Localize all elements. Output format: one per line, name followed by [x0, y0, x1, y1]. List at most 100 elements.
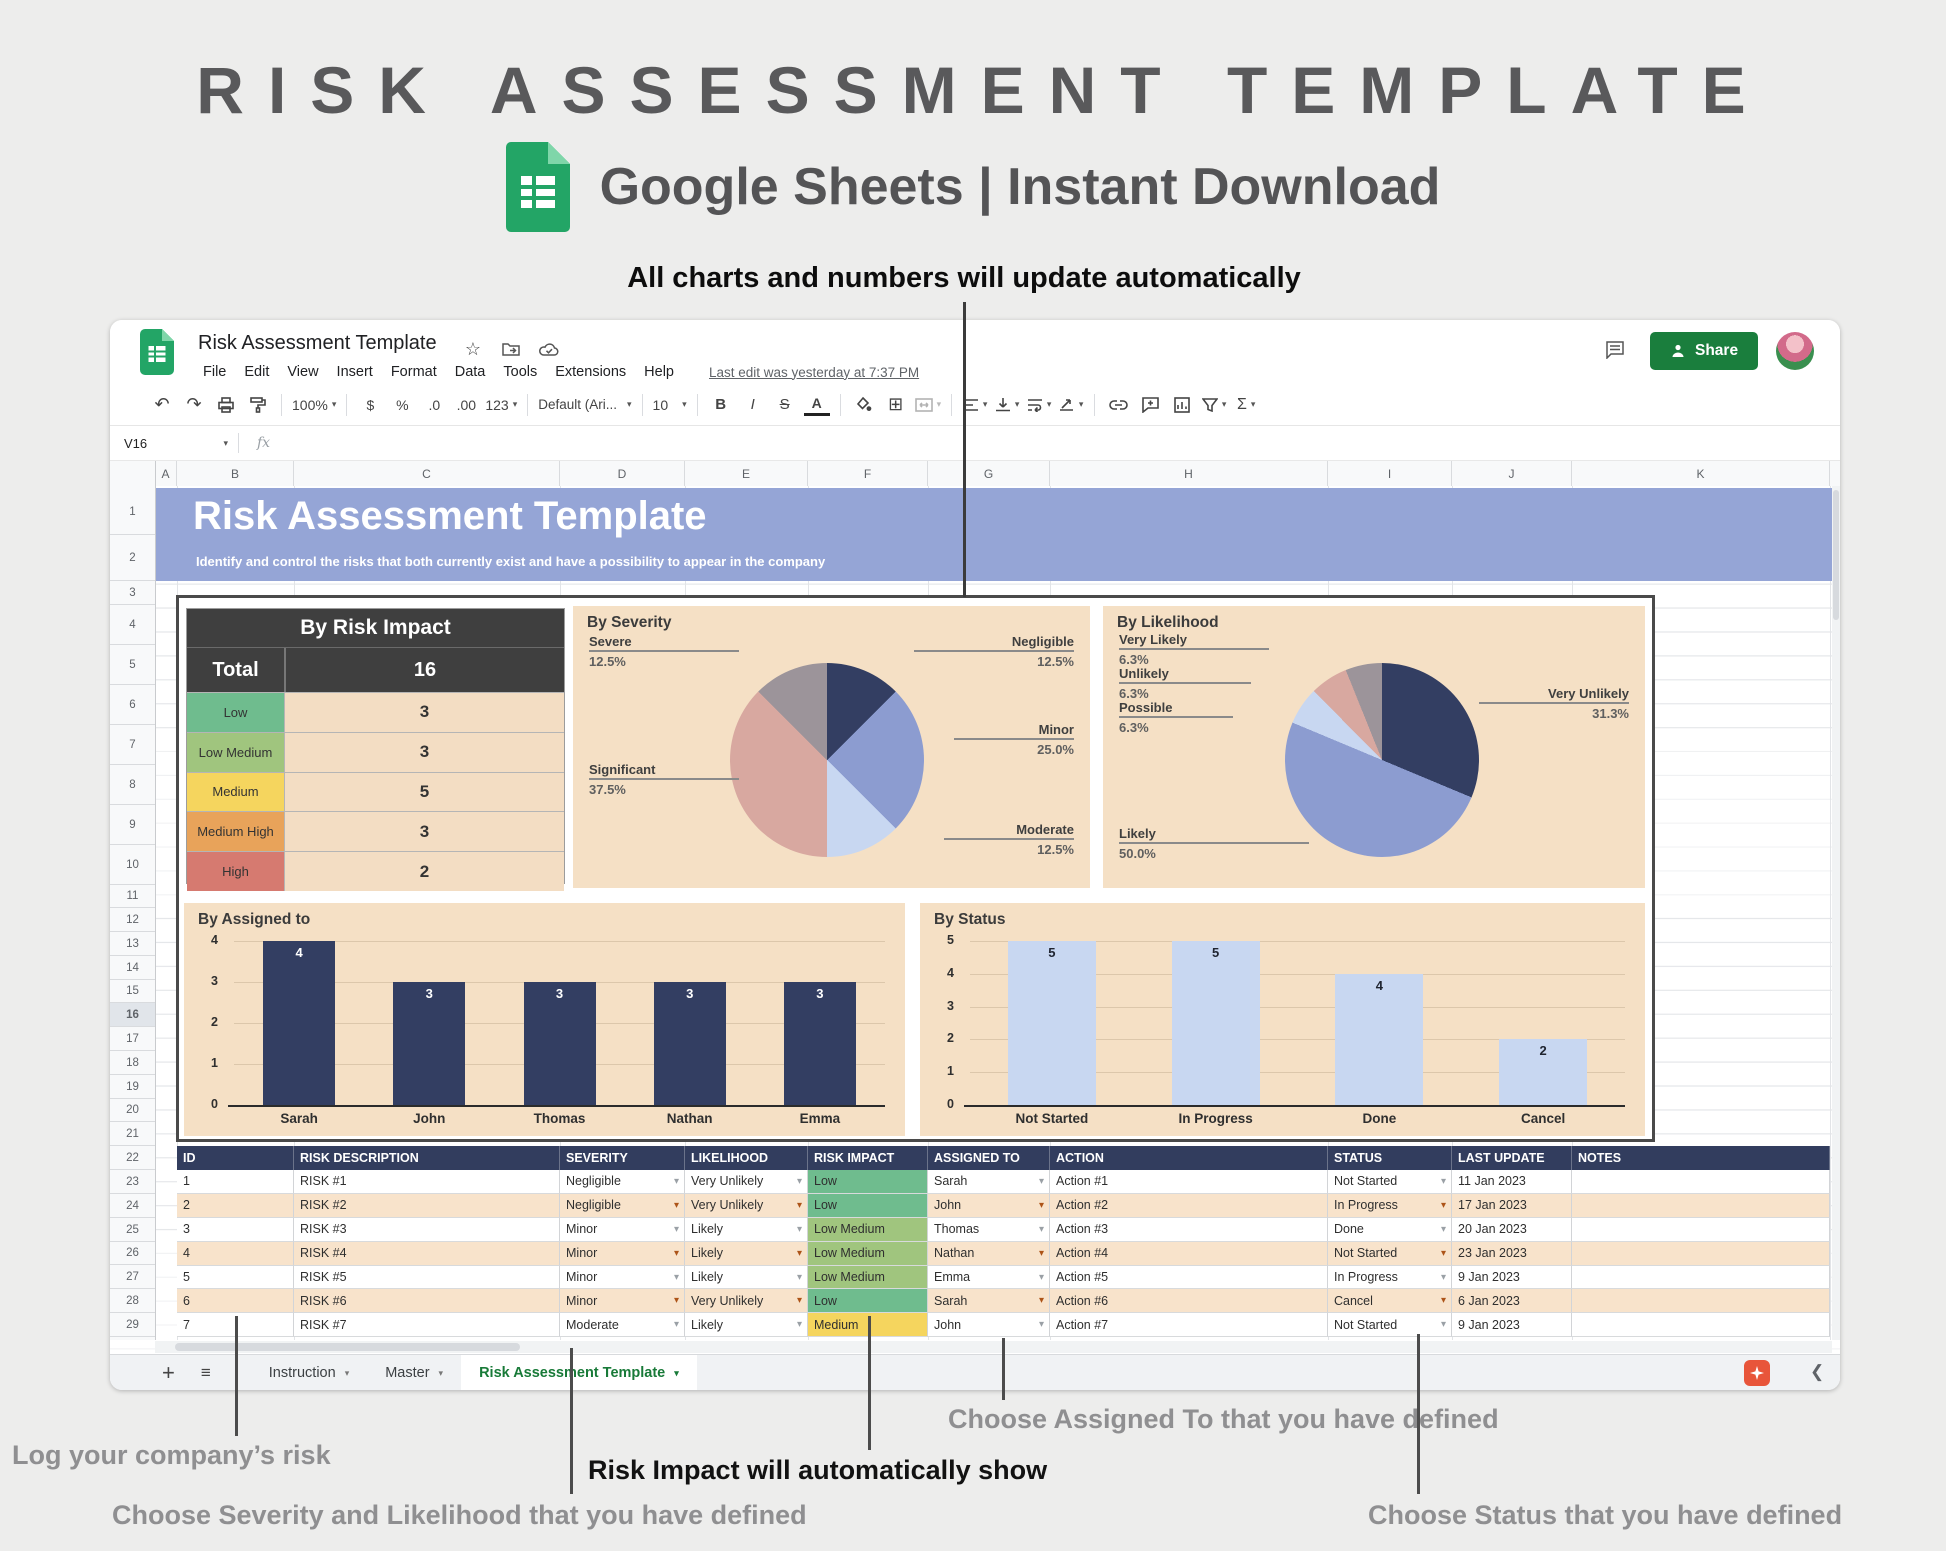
- vertical-align-icon[interactable]: ▾: [994, 391, 1020, 419]
- column-header[interactable]: G: [928, 461, 1050, 487]
- risk-table-header-cell[interactable]: LAST UPDATE: [1452, 1146, 1572, 1170]
- chevron-down-icon[interactable]: ▾: [673, 1319, 679, 1331]
- cell-action[interactable]: Action #4: [1050, 1241, 1328, 1266]
- text-wrap-icon[interactable]: ▾: [1026, 391, 1052, 419]
- paint-format-icon[interactable]: [245, 391, 271, 419]
- row-header[interactable]: 9: [110, 805, 155, 845]
- cell-description[interactable]: RISK #4: [294, 1241, 560, 1266]
- fill-color-icon[interactable]: [851, 391, 877, 419]
- chevron-down-icon[interactable]: ▾: [673, 1295, 679, 1307]
- column-header[interactable]: K: [1572, 461, 1830, 487]
- chevron-down-icon[interactable]: ▾: [796, 1247, 802, 1259]
- cell-status-dropdown[interactable]: Cancel ▾: [1328, 1289, 1452, 1314]
- cell-likelihood-dropdown[interactable]: Very Unlikely ▾: [685, 1170, 808, 1194]
- chevron-down-icon[interactable]: ▾: [796, 1295, 802, 1307]
- risk-table-header-cell[interactable]: RISK DESCRIPTION: [294, 1146, 560, 1170]
- cell-risk-impact[interactable]: Low: [808, 1170, 928, 1194]
- collapse-panel-chevron[interactable]: ❮: [1810, 1362, 1825, 1381]
- menu-item[interactable]: Edit: [244, 364, 270, 380]
- cell-last-update[interactable]: 23 Jan 2023: [1452, 1241, 1572, 1266]
- chevron-down-icon[interactable]: ▾: [1038, 1247, 1044, 1259]
- cell-description[interactable]: RISK #5: [294, 1265, 560, 1290]
- cell-likelihood-dropdown[interactable]: Likely ▾: [685, 1217, 808, 1242]
- risk-table-header-cell[interactable]: ASSIGNED TO: [928, 1146, 1050, 1170]
- spreadsheet-grid[interactable]: 1 2 3 4 5 6 7 8 9 10 11 12 13 14 15 16 17 18 19 20 21 22 23 24 2…: [110, 486, 1840, 1354]
- cell-notes[interactable]: [1572, 1193, 1830, 1218]
- star-icon[interactable]: ☆: [464, 338, 482, 359]
- bold-button[interactable]: B: [715, 396, 727, 413]
- cell-severity-dropdown[interactable]: Minor ▾: [560, 1289, 685, 1314]
- vertical-scrollbar[interactable]: [1832, 486, 1840, 1340]
- cell-severity-dropdown[interactable]: Moderate ▾: [560, 1313, 685, 1337]
- cell-last-update[interactable]: 11 Jan 2023: [1452, 1170, 1572, 1194]
- horizontal-scrollbar[interactable]: [155, 1341, 1832, 1353]
- cell-id[interactable]: 4: [177, 1241, 294, 1266]
- cell-likelihood-dropdown[interactable]: Very Unlikely ▾: [685, 1193, 808, 1218]
- print-icon[interactable]: [213, 391, 239, 419]
- cell-notes[interactable]: [1572, 1265, 1830, 1290]
- menu-item[interactable]: Format: [390, 364, 437, 380]
- cloud-status-icon[interactable]: [538, 338, 560, 360]
- row-header[interactable]: 25: [110, 1218, 155, 1242]
- risk-table-header-cell[interactable]: STATUS: [1328, 1146, 1452, 1170]
- row-header[interactable]: 11: [110, 885, 155, 908]
- cell-severity-dropdown[interactable]: Minor ▾: [560, 1241, 685, 1266]
- menu-item[interactable]: Insert: [336, 364, 373, 380]
- chevron-down-icon[interactable]: ▾: [796, 1271, 802, 1283]
- decrease-decimal[interactable]: .0: [428, 396, 441, 413]
- select-all-corner[interactable]: [110, 461, 156, 487]
- insert-chart-icon[interactable]: [1169, 391, 1195, 419]
- column-header[interactable]: J: [1452, 461, 1572, 487]
- cell-action[interactable]: Action #7: [1050, 1313, 1328, 1337]
- chevron-down-icon[interactable]: ▾: [1038, 1199, 1044, 1211]
- likelihood-pie-card[interactable]: By Likelihood Very Likely 6.3% Unlikely 6.3…: [1103, 606, 1645, 888]
- row-header[interactable]: 26: [110, 1242, 155, 1265]
- explore-icon[interactable]: [1744, 1360, 1770, 1386]
- row-header[interactable]: 21: [110, 1122, 155, 1146]
- chevron-down-icon[interactable]: ▾: [1038, 1271, 1044, 1283]
- cell-assigned-dropdown[interactable]: John ▾: [928, 1193, 1050, 1218]
- row-header[interactable]: 16: [110, 1003, 155, 1027]
- cell-notes[interactable]: [1572, 1241, 1830, 1266]
- risk-table-header-cell[interactable]: LIKELIHOOD: [685, 1146, 808, 1170]
- cell-id[interactable]: 1: [177, 1170, 294, 1194]
- cell-action[interactable]: Action #1: [1050, 1170, 1328, 1194]
- cell-last-update[interactable]: 17 Jan 2023: [1452, 1193, 1572, 1218]
- cell-description[interactable]: RISK #1: [294, 1170, 560, 1194]
- cell-assigned-dropdown[interactable]: Emma ▾: [928, 1265, 1050, 1290]
- risk-table-header-cell[interactable]: ACTION: [1050, 1146, 1328, 1170]
- insert-comment-icon[interactable]: [1137, 391, 1163, 419]
- row-header[interactable]: 15: [110, 980, 155, 1003]
- menu-item[interactable]: Help: [644, 364, 674, 380]
- cell-assigned-dropdown[interactable]: John ▾: [928, 1313, 1050, 1337]
- row-header[interactable]: 22: [110, 1146, 155, 1170]
- cell-action[interactable]: Action #3: [1050, 1217, 1328, 1242]
- menu-item[interactable]: Data: [454, 364, 486, 380]
- row-header[interactable]: 12: [110, 908, 155, 932]
- move-folder-icon[interactable]: [500, 338, 522, 360]
- chevron-down-icon[interactable]: ▾: [673, 1175, 679, 1187]
- percent-format[interactable]: %: [396, 396, 409, 413]
- cell-last-update[interactable]: 20 Jan 2023: [1452, 1217, 1572, 1242]
- avatar[interactable]: [1776, 332, 1814, 370]
- chevron-down-icon[interactable]: ▾: [796, 1175, 802, 1187]
- row-header[interactable]: 6: [110, 685, 155, 725]
- risk-table-header-cell[interactable]: RISK IMPACT: [808, 1146, 928, 1170]
- font-select[interactable]: Default (Ari... ▾: [538, 397, 632, 412]
- chevron-down-icon[interactable]: ▾: [673, 1199, 679, 1211]
- cell-risk-impact[interactable]: Low Medium: [808, 1241, 928, 1266]
- cell-status-dropdown[interactable]: In Progress ▾: [1328, 1193, 1452, 1218]
- row-header[interactable]: 4: [110, 605, 155, 645]
- chevron-down-icon[interactable]: ▾: [796, 1223, 802, 1235]
- cell-likelihood-dropdown[interactable]: Likely ▾: [685, 1265, 808, 1290]
- assigned-bar-card[interactable]: By Assigned to 0 1 2 3 4 4 Sarah 3 John 3 Thomas 3 N…: [184, 903, 905, 1136]
- column-header[interactable]: D: [560, 461, 685, 487]
- cell-severity-dropdown[interactable]: Minor ▾: [560, 1217, 685, 1242]
- cell-status-dropdown[interactable]: In Progress ▾: [1328, 1265, 1452, 1290]
- row-header[interactable]: 1: [110, 489, 155, 535]
- row-header[interactable]: 2: [110, 535, 155, 581]
- zoom-select[interactable]: 100% ▾: [292, 396, 337, 413]
- chevron-down-icon[interactable]: ▾: [344, 1367, 350, 1378]
- chevron-down-icon[interactable]: ▾: [1440, 1175, 1446, 1187]
- chevron-down-icon[interactable]: ▾: [1038, 1295, 1044, 1307]
